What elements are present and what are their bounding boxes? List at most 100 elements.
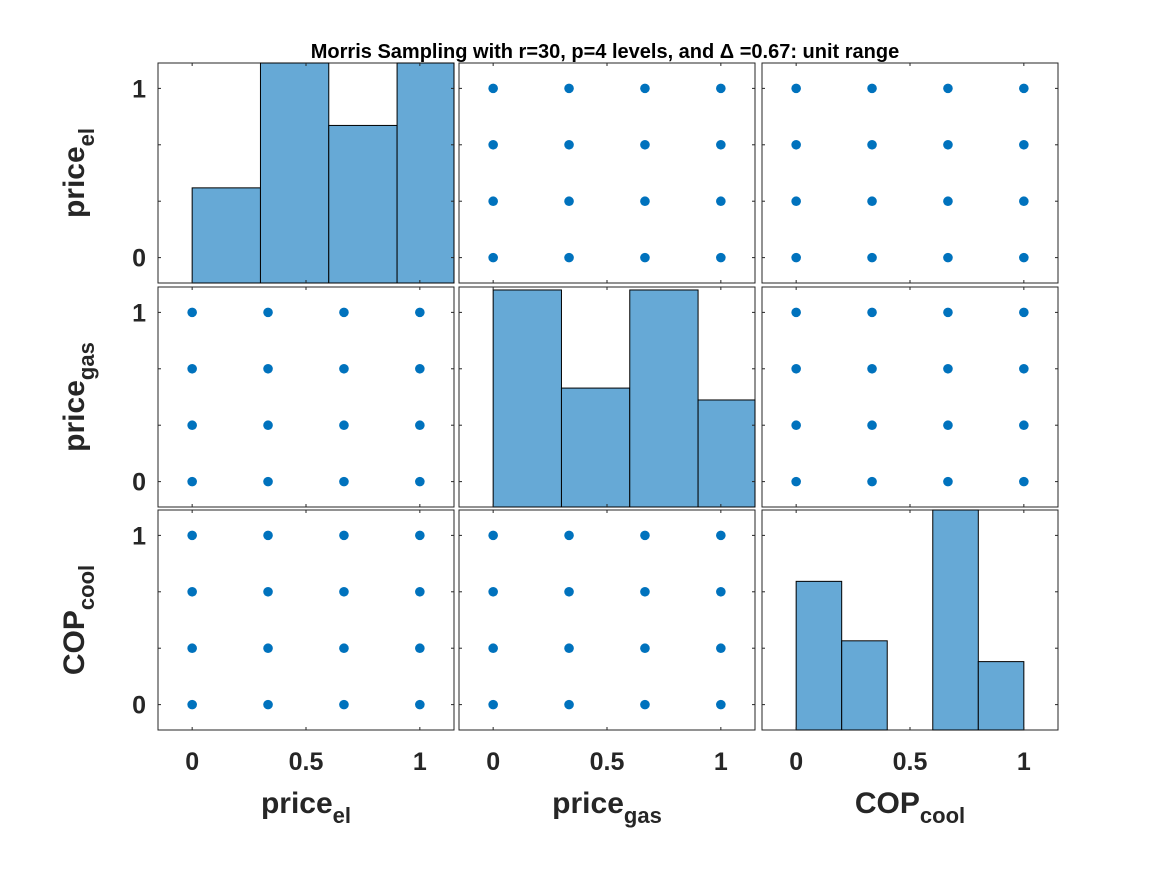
scatter-point	[943, 139, 953, 150]
panel-price-el-vs-price-el	[157, 62, 455, 284]
scatter-point	[564, 699, 574, 710]
scatter-point	[564, 139, 574, 150]
scatter-point	[640, 530, 650, 541]
x-tick-label: 0	[789, 748, 803, 776]
scatter-point	[1019, 476, 1029, 487]
y-axis-label-price-gas: pricegas	[58, 342, 99, 452]
x-axis-label-price-gas: pricegas	[552, 787, 662, 828]
scatter-point	[488, 196, 498, 207]
scatter-point	[791, 307, 801, 318]
scatter-point	[339, 307, 349, 318]
scatter-point	[263, 699, 273, 710]
x-tick-label: 0.5	[590, 748, 625, 776]
scatter-point	[415, 420, 425, 431]
histogram-bar-1	[795, 580, 843, 731]
scatter-point	[640, 252, 650, 263]
axis-label-subscript: cool	[74, 565, 99, 610]
histogram-bar-4	[697, 399, 756, 508]
scatter-point	[488, 699, 498, 710]
panel-price-el-vs-price-gas	[458, 62, 756, 284]
scatter-point	[867, 307, 877, 318]
axis-label-base: COP	[855, 787, 920, 820]
scatter-point	[716, 530, 726, 541]
scatter-point	[187, 530, 197, 541]
scatter-point	[1019, 420, 1029, 431]
scatter-point	[716, 699, 726, 710]
scatter-point	[488, 530, 498, 541]
axis-label-subscript: gas	[624, 803, 662, 828]
y-tick-label: 0	[132, 245, 146, 273]
scatter-point	[943, 196, 953, 207]
y-tick-label: 0	[132, 692, 146, 720]
panel-price-gas-vs-price-gas	[458, 286, 756, 508]
scatter-point	[263, 420, 273, 431]
scatter-point	[716, 83, 726, 94]
panel-cop-cool-vs-cop-cool	[761, 509, 1059, 731]
y-axis-label-price-el: priceel	[58, 128, 99, 218]
x-axis-label-cop-cool: COPcool	[855, 787, 965, 828]
scatter-point	[488, 586, 498, 597]
x-tick-label: 1	[413, 748, 427, 776]
histogram-bar-2	[841, 640, 888, 731]
panel-frame	[458, 509, 756, 731]
scatter-point	[867, 363, 877, 374]
scatter-point	[187, 420, 197, 431]
scatter-point	[791, 196, 801, 207]
scatter-point	[943, 307, 953, 318]
y-tick-label: 1	[132, 75, 146, 103]
scatter-point	[263, 363, 273, 374]
axis-label-subscript: el	[74, 128, 99, 146]
scatter-point	[716, 643, 726, 654]
scatter-point	[339, 530, 349, 541]
scatter-point	[1019, 196, 1029, 207]
scatter-point	[1019, 307, 1029, 318]
axis-label-subscript: el	[333, 803, 351, 828]
panel-price-gas-vs-price-el	[157, 286, 455, 508]
scatter-point	[791, 476, 801, 487]
scatter-point	[415, 643, 425, 654]
histogram-bar-1	[191, 187, 261, 284]
y-tick-label: 1	[132, 522, 146, 550]
chart-title: Morris Sampling with r=30, p=4 levels, a…	[311, 41, 899, 63]
scatter-point	[415, 476, 425, 487]
scatter-point	[1019, 139, 1029, 150]
scatter-point	[791, 252, 801, 263]
scatter-point	[640, 699, 650, 710]
scatter-point	[564, 196, 574, 207]
panel-price-el-vs-cop-cool	[761, 62, 1059, 284]
scatter-point	[339, 363, 349, 374]
scatter-point	[339, 586, 349, 597]
scatter-point	[415, 530, 425, 541]
scatter-point	[716, 139, 726, 150]
scatter-point	[564, 643, 574, 654]
scatter-point	[187, 586, 197, 597]
scatter-point	[263, 586, 273, 597]
y-axis-label-cop-cool: COPcool	[58, 565, 99, 675]
histogram-bar-3	[932, 509, 979, 731]
scatter-point	[415, 586, 425, 597]
scatter-point	[943, 252, 953, 263]
axis-label-subscript: gas	[74, 342, 99, 380]
scatter-point	[187, 643, 197, 654]
histogram-bar-4	[977, 661, 1025, 731]
axis-label-base: price	[552, 787, 624, 820]
scatter-point	[339, 420, 349, 431]
panel-frame	[761, 286, 1059, 508]
x-tick-label: 0	[185, 748, 199, 776]
scatter-point	[640, 643, 650, 654]
panel-cop-cool-vs-price-gas	[458, 509, 756, 731]
histogram-bar-3	[328, 124, 398, 284]
scatter-point	[867, 476, 877, 487]
scatter-point	[488, 252, 498, 263]
scatter-point	[1019, 83, 1029, 94]
scatter-point	[1019, 252, 1029, 263]
x-tick-label: 0.5	[893, 748, 928, 776]
histogram-bar-3	[629, 289, 699, 508]
panel-frame	[458, 62, 756, 284]
x-axis-label-price-el: priceel	[261, 787, 351, 828]
scatter-point	[867, 139, 877, 150]
scatter-point	[791, 83, 801, 94]
scatter-point	[943, 476, 953, 487]
panel-cop-cool-vs-price-el	[157, 509, 455, 731]
histogram-bar-1	[492, 289, 562, 508]
